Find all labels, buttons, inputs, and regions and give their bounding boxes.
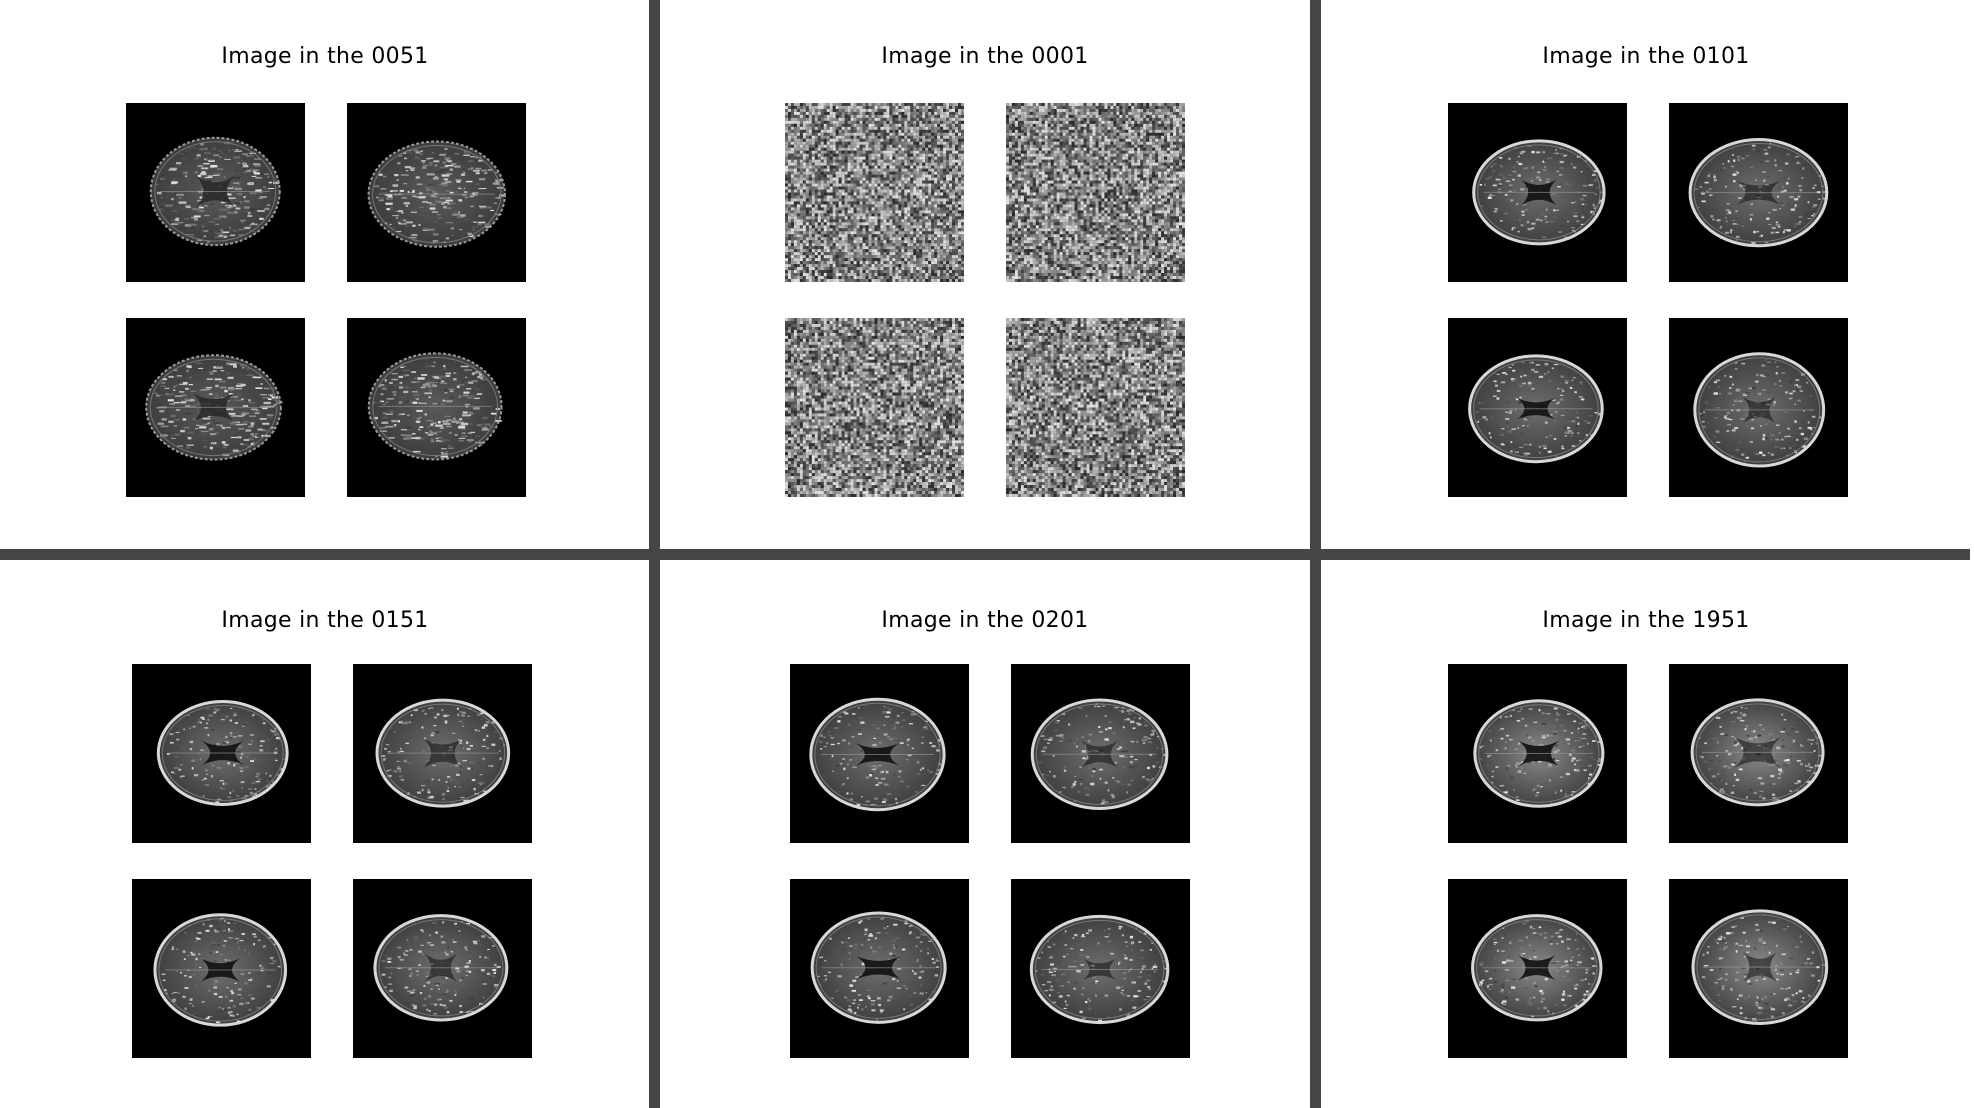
- generated-image: [790, 879, 969, 1058]
- image-grid: [785, 103, 1185, 498]
- panel-epoch-0201: Image in the 0201: [660, 560, 1310, 1108]
- generated-image: [132, 664, 311, 843]
- panel-epoch-0101: Image in the 0101: [1321, 0, 1971, 549]
- generated-image: [790, 664, 969, 843]
- panel-title: Image in the 0201: [881, 608, 1089, 633]
- generated-image: [1669, 879, 1848, 1058]
- generated-image: [353, 664, 532, 843]
- generated-image: [785, 318, 964, 497]
- image-grid: [1448, 664, 1848, 1059]
- generated-image: [1011, 879, 1190, 1058]
- generated-image: [1448, 664, 1627, 843]
- generated-image: [1006, 103, 1185, 282]
- panel-title: Image in the 1951: [1542, 608, 1750, 633]
- generated-image: [126, 103, 305, 282]
- panel-title: Image in the 0151: [221, 608, 429, 633]
- generated-image: [1669, 318, 1848, 497]
- generated-image: [1011, 664, 1190, 843]
- generated-image: [1669, 664, 1848, 843]
- panel-epoch-0151: Image in the 0151: [0, 560, 650, 1108]
- generated-image: [1669, 103, 1848, 282]
- image-grid: [790, 664, 1190, 1059]
- panel-epoch-0001: Image in the 0001: [660, 0, 1310, 549]
- generated-image: [1006, 318, 1185, 497]
- panel-title: Image in the 0051: [221, 44, 429, 69]
- panel-title: Image in the 0101: [1542, 44, 1750, 69]
- generated-image: [347, 318, 526, 497]
- generated-image: [1448, 879, 1627, 1058]
- generated-image: [353, 879, 532, 1058]
- panel-divider-horizontal: [0, 549, 1970, 560]
- generated-image: [347, 103, 526, 282]
- generated-image: [132, 879, 311, 1058]
- generated-image: [126, 318, 305, 497]
- panel-epoch-1951: Image in the 1951: [1321, 560, 1971, 1108]
- panel-epoch-0051: Image in the 0051: [0, 0, 650, 549]
- panel-title: Image in the 0001: [881, 44, 1089, 69]
- image-grid: [132, 664, 532, 1059]
- generated-image: [785, 103, 964, 282]
- image-grid: [1448, 103, 1848, 498]
- generated-image: [1448, 318, 1627, 497]
- generated-image: [1448, 103, 1627, 282]
- image-grid: [126, 103, 526, 498]
